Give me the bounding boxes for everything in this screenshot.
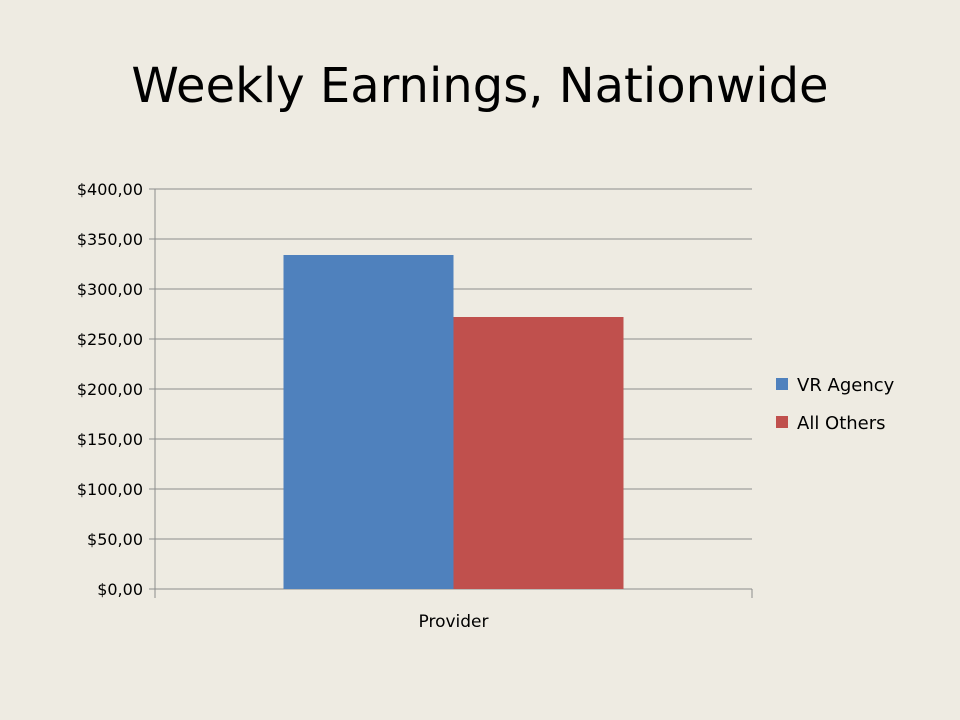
y-tick-label: $100,00 [77, 480, 143, 499]
legend-swatch [776, 416, 788, 428]
page-title: Weekly Earnings, Nationwide [131, 58, 829, 114]
legend-label: VR Agency [797, 375, 895, 396]
y-tick-label: $300,00 [77, 280, 143, 299]
y-tick-label: $350,00 [77, 230, 143, 249]
y-tick-label: $0,00 [97, 580, 143, 599]
y-tick-label: $250,00 [77, 330, 143, 349]
bar-vr-agency [283, 255, 454, 589]
y-tick-label: $200,00 [77, 380, 143, 399]
legend-swatch [776, 378, 788, 390]
y-tick-label: $50,00 [87, 530, 143, 549]
bar-all-others [453, 317, 624, 589]
y-tick-label: $400,00 [77, 180, 143, 199]
y-tick-label: $150,00 [77, 430, 143, 449]
x-category-label: Provider [419, 612, 489, 632]
legend-label: All Others [797, 413, 886, 434]
